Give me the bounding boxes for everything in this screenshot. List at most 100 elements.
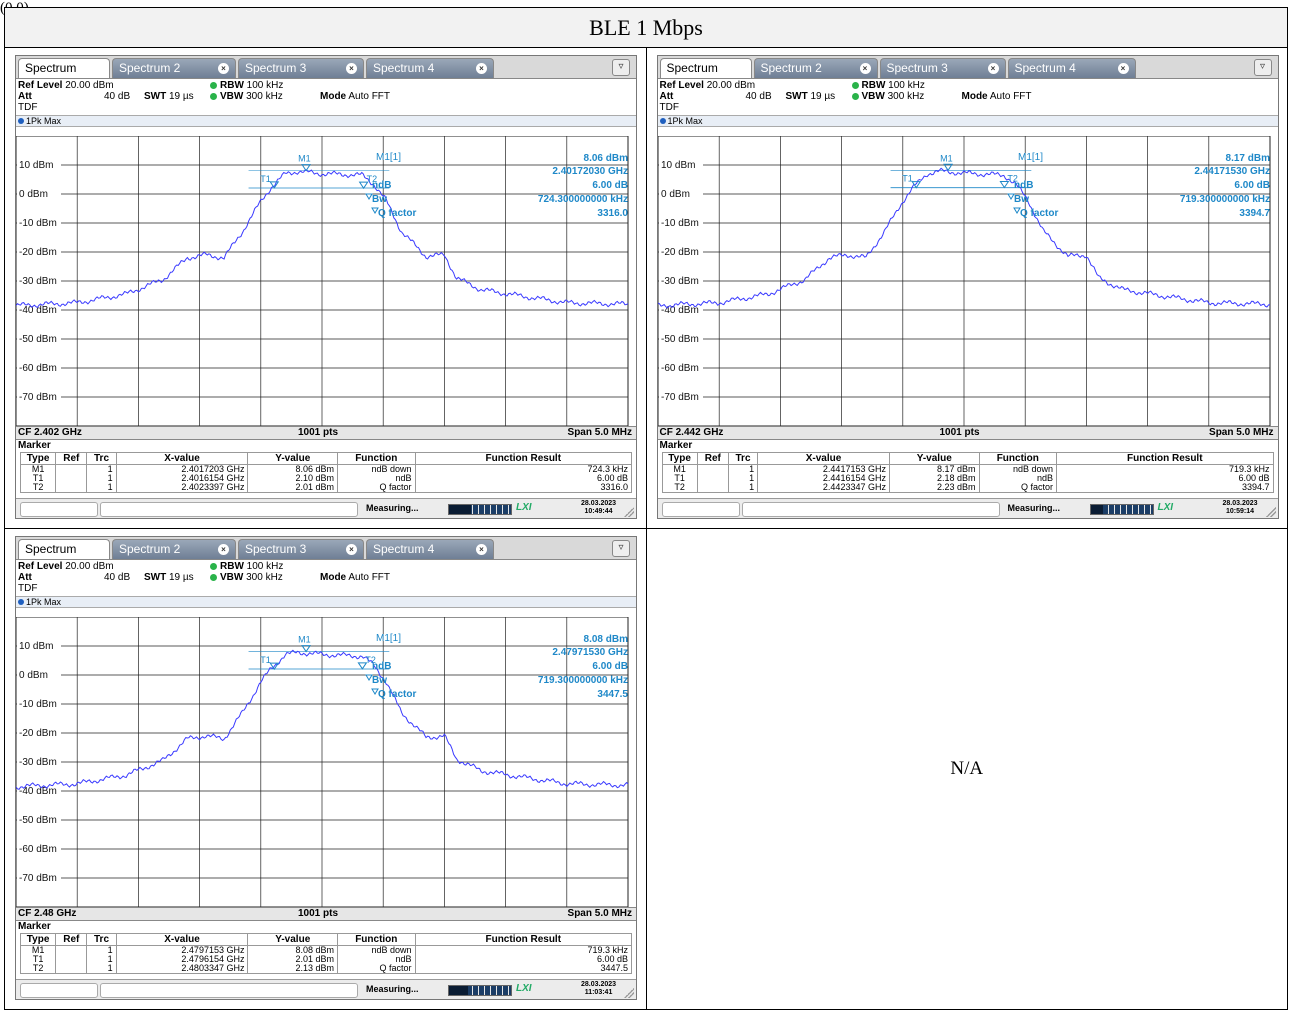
window-menu-icon[interactable]: ▿ (612, 540, 630, 557)
table-cell: 8.08 dBm (247, 945, 339, 955)
plot-frame (657, 136, 1270, 426)
status-field-1[interactable] (20, 502, 98, 517)
marker-t1-label: T1 (902, 174, 913, 184)
tab-spectrum-2[interactable]: Spectrum 2 × (112, 58, 236, 78)
swt-label: SWT (144, 91, 167, 102)
readout-level: 8.06 dBm (584, 153, 629, 164)
table-cell: 1 (727, 474, 759, 483)
marker-m1-label: M1 (298, 635, 311, 645)
points-count: 1001 pts (298, 427, 339, 438)
column-header: Ref (55, 452, 88, 465)
tab-spectrum-1[interactable]: Spectrum (659, 58, 752, 78)
column-header: Function (337, 452, 416, 465)
marker-m1-symbol[interactable] (301, 645, 312, 653)
status-field-2[interactable] (741, 502, 1000, 517)
marker-t1-symbol[interactable] (910, 181, 921, 189)
status-field-1[interactable] (661, 502, 740, 517)
marker-t2-label: T2 (365, 655, 376, 665)
tab-close-icon[interactable]: × (476, 63, 487, 74)
progress-bar (448, 504, 512, 515)
att-value: 40 dB (104, 91, 131, 102)
y-tick-label-bg (17, 391, 61, 402)
marker-t2-symbol[interactable] (998, 181, 1009, 189)
marker-m1-symbol[interactable] (301, 164, 312, 172)
column-header: Function Result (414, 452, 633, 465)
status-field-1[interactable] (20, 983, 98, 998)
marker-t1-symbol[interactable] (269, 662, 280, 671)
tab-spectrum-2[interactable]: Spectrum 2 × (753, 58, 878, 78)
y-tick-label-bg (17, 304, 61, 315)
att-label: Att (659, 91, 674, 102)
readout-bw-value: 719.300000000 kHz (1179, 194, 1269, 205)
points-count: 1001 pts (298, 908, 339, 919)
resize-grip-icon[interactable] (624, 988, 634, 998)
table-row: M1 1 2.4797153 GHz 8.08 dBm ndB down 719.3 kH… (19, 945, 633, 955)
marker-t1-symbol[interactable] (269, 181, 280, 189)
bw-marker-icon (365, 674, 373, 681)
tab-close-icon[interactable]: × (987, 63, 999, 74)
tab-spectrum-2[interactable]: Spectrum 2 × (112, 539, 236, 559)
marker-t2-symbol[interactable] (358, 181, 369, 190)
marker-table-title: Marker (18, 921, 51, 932)
y-tick-label: -30 dBm (19, 276, 57, 287)
tab-close-icon[interactable]: × (1117, 63, 1129, 74)
tdf-label: TDF (18, 583, 38, 594)
readout-bw-value: 719.300000000 kHz (538, 675, 628, 686)
tab-spectrum-4[interactable]: Spectrum 4 × (366, 58, 494, 78)
table-cell: 1 (86, 483, 117, 493)
center-frequency: CF 2.48 GHz (18, 908, 77, 919)
tab-close-icon[interactable]: × (346, 544, 357, 555)
tab-spectrum-1[interactable]: Spectrum (18, 539, 110, 559)
status-field-2[interactable] (100, 502, 358, 517)
plot-frame (16, 617, 629, 907)
tab-spectrum-1[interactable]: Spectrum (18, 58, 110, 78)
tab-spectrum-3[interactable]: Spectrum 3 × (238, 539, 364, 559)
ref-level-value: 20.00 dBm (65, 80, 114, 91)
table-cell: Q factor (978, 483, 1058, 493)
tab-spectrum-3[interactable]: Spectrum 3 × (238, 58, 364, 78)
column-header: Function (337, 933, 416, 946)
marker-table-header: Type Ref Trc X-value Y-value Function Function… (19, 452, 633, 465)
plot-footer: CF 2.402 GHz 1001 pts Span 5.0 MHz (16, 426, 636, 440)
q-marker-icon (371, 207, 379, 214)
window-menu-icon[interactable]: ▿ (612, 59, 630, 76)
y-tick-label: -20 dBm (19, 247, 57, 258)
resize-grip-icon[interactable] (624, 507, 634, 517)
table-cell: 724.3 kHz (414, 464, 633, 474)
tab-close-icon[interactable]: × (218, 544, 229, 555)
tab-spectrum-4[interactable]: Spectrum 4 × (1007, 58, 1136, 78)
vbw-label: VBW (220, 91, 244, 102)
mode-value: Auto FFT (348, 91, 391, 102)
measuring-status: Measuring... (366, 984, 419, 994)
window-menu-icon[interactable]: ▿ (1253, 59, 1272, 76)
marker-m1-label: M1 (298, 154, 311, 164)
mode-value: Auto FFT (348, 572, 391, 583)
mode-value: Auto FFT (989, 91, 1032, 102)
status-field-2[interactable] (100, 983, 358, 998)
y-tick-label: 10 dBm (661, 160, 695, 171)
table-cell (55, 955, 88, 964)
att-value: 40 dB (104, 572, 131, 583)
marker-table-title: Marker (659, 440, 693, 451)
marker-t2-symbol[interactable] (357, 662, 368, 670)
resize-grip-icon[interactable] (1265, 507, 1276, 517)
y-tick-label: -40 dBm (661, 305, 699, 316)
analyzer-panel-low: Spectrum Spectrum 2 × Spectrum 3 × Spectrum 4… (15, 55, 637, 519)
tab-close-icon[interactable]: × (346, 63, 357, 74)
table-cell (55, 474, 88, 483)
tab-close-icon[interactable]: × (476, 544, 487, 555)
column-header: Function Result (414, 933, 633, 946)
marker-m1-symbol[interactable] (942, 163, 953, 172)
tab-spectrum-3[interactable]: Spectrum 3 × (879, 58, 1006, 78)
ref-level-label: Ref Level (18, 80, 63, 91)
tdf-label: TDF (18, 102, 38, 113)
y-tick-label: -10 dBm (19, 699, 57, 710)
table-cell: 1 (727, 483, 759, 493)
ref-level-label: Ref Level (659, 80, 704, 91)
tab-close-icon[interactable]: × (859, 63, 871, 74)
column-header: X-value (757, 452, 890, 465)
table-cell: 6.00 dB (1056, 474, 1274, 483)
trace-indicator-icon (18, 599, 24, 605)
tab-spectrum-4[interactable]: Spectrum 4 × (366, 539, 494, 559)
tab-close-icon[interactable]: × (218, 63, 229, 74)
